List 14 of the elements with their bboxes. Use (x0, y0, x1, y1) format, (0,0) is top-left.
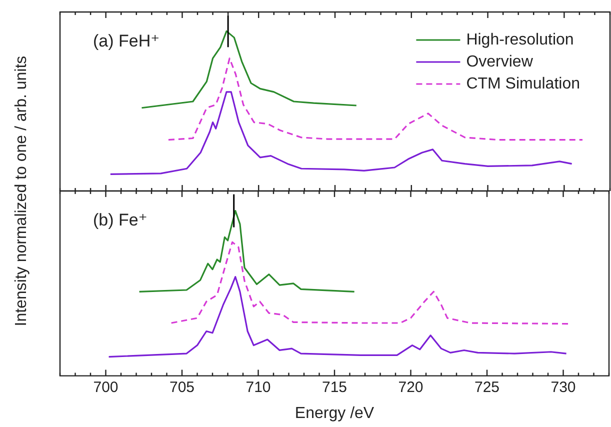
x-tick-label: 715 (322, 378, 348, 396)
chart-title: (b) Fe⁺ (93, 210, 148, 230)
legend-label: Overview (466, 53, 534, 70)
y-axis-title: Intensity normalized to one / arb. units (13, 56, 31, 326)
legend-label: CTM Simulation (466, 75, 580, 92)
legend-label: High-resolution (466, 31, 574, 48)
x-tick-label: 720 (398, 378, 424, 396)
x-tick-label: 700 (93, 378, 118, 396)
chart-title: (a) FeH⁺ (93, 32, 160, 51)
x-tick-label: 725 (474, 378, 500, 396)
x-axis-title: Energy /eV (294, 404, 374, 422)
x-tick-label: 705 (169, 378, 195, 396)
x-tick-label: 730 (550, 378, 576, 396)
x-tick-label: 710 (246, 378, 271, 396)
